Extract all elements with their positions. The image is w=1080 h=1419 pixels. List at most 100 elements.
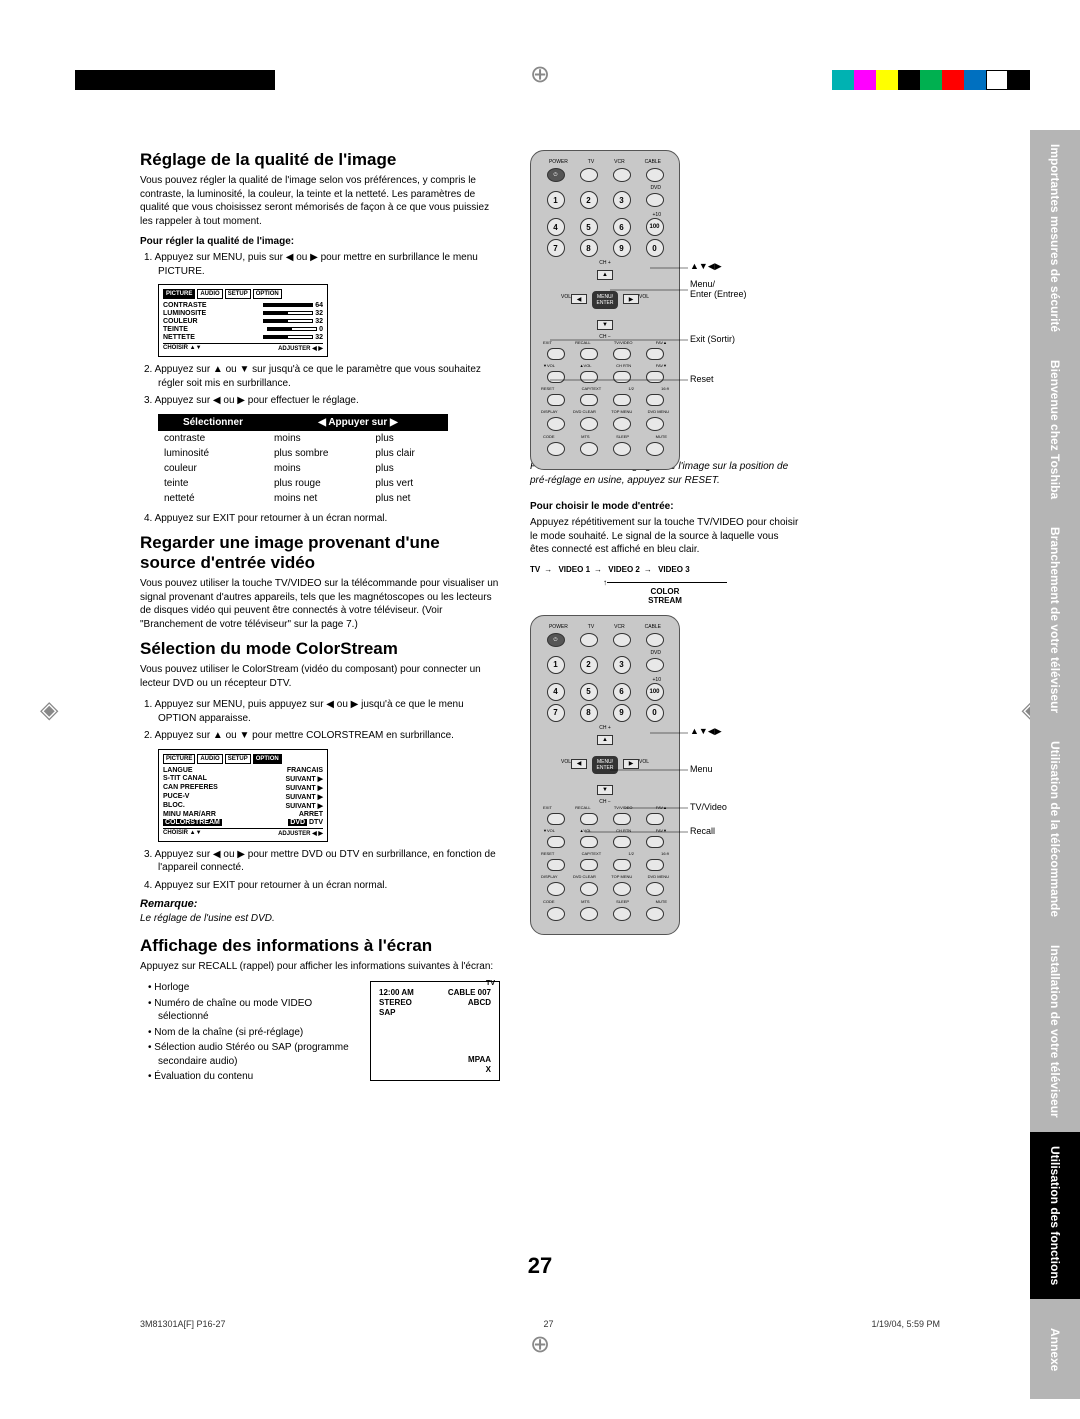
power-button[interactable]: ⏻: [547, 168, 565, 182]
power-button[interactable]: ⏻: [547, 633, 565, 647]
captext-button[interactable]: [580, 859, 598, 871]
side-tab-5[interactable]: Installation de votre téléviseur: [1030, 931, 1080, 1132]
vcr-button[interactable]: [613, 168, 631, 182]
exit-button[interactable]: [547, 813, 565, 825]
num-100[interactable]: 100: [646, 683, 664, 701]
num-100[interactable]: 100: [646, 218, 664, 236]
dvd-button[interactable]: [646, 658, 664, 672]
num-5[interactable]: 5: [580, 683, 598, 701]
dvdmenu-button[interactable]: [646, 417, 664, 431]
num-0[interactable]: 0: [646, 239, 664, 257]
num-6[interactable]: 6: [613, 218, 631, 236]
dpad-right[interactable]: ▶: [623, 294, 639, 304]
num-2[interactable]: 2: [580, 191, 598, 209]
code-button[interactable]: [547, 907, 565, 921]
osd-tab-setup: SETUP: [225, 289, 251, 299]
side-tab-6-active[interactable]: Utilisation des fonctions: [1030, 1132, 1080, 1299]
mts-button[interactable]: [580, 442, 598, 456]
tvvideo-button[interactable]: [613, 813, 631, 825]
dvdmenu-button[interactable]: [646, 882, 664, 896]
reset-button[interactable]: [547, 394, 565, 406]
sleep-button[interactable]: [613, 907, 631, 921]
lbl-sleep: SLEEP: [616, 434, 629, 439]
num-6[interactable]: 6: [613, 683, 631, 701]
num-1[interactable]: 1: [547, 191, 565, 209]
num-5[interactable]: 5: [580, 218, 598, 236]
side-tab-1[interactable]: Importantes mesures de sécurité: [1030, 130, 1080, 346]
side-tab-4[interactable]: Utilisation de la télécommande: [1030, 727, 1080, 931]
side-tab-7[interactable]: Annexe: [1030, 1299, 1080, 1399]
num-7[interactable]: 7: [547, 239, 565, 257]
code-button[interactable]: [547, 442, 565, 456]
num-7[interactable]: 7: [547, 704, 565, 722]
heading-display-info: Affichage des informations à l'écran: [140, 936, 500, 956]
num-0[interactable]: 0: [646, 704, 664, 722]
num-3[interactable]: 3: [613, 656, 631, 674]
mute-button[interactable]: [646, 907, 664, 921]
btn-r2b[interactable]: [580, 836, 598, 848]
lbl-chplus: CH +: [539, 725, 671, 731]
num-3[interactable]: 3: [613, 191, 631, 209]
wide-button[interactable]: [646, 859, 664, 871]
lbl-topmenu: TOP MENU: [611, 874, 632, 879]
tv-button[interactable]: [580, 168, 598, 182]
dpad-right[interactable]: ▶: [623, 759, 639, 769]
reset-button[interactable]: [547, 859, 565, 871]
tv-button[interactable]: [580, 633, 598, 647]
num-4[interactable]: 4: [547, 218, 565, 236]
vcr-button[interactable]: [613, 633, 631, 647]
cable-button[interactable]: [646, 168, 664, 182]
exit-button[interactable]: [547, 348, 565, 360]
btn-row2c[interactable]: [613, 371, 631, 383]
captext-button[interactable]: [580, 394, 598, 406]
num-2[interactable]: 2: [580, 656, 598, 674]
half-button[interactable]: [613, 859, 631, 871]
recall-button[interactable]: [580, 813, 598, 825]
num-4[interactable]: 4: [547, 683, 565, 701]
dvd-button[interactable]: [646, 193, 664, 207]
side-tab-2[interactable]: Bienvenue chez Toshiba: [1030, 346, 1080, 513]
lbl-chrtn: CH RTN: [616, 828, 631, 833]
mute-button[interactable]: [646, 442, 664, 456]
num-8[interactable]: 8: [580, 704, 598, 722]
fav-button[interactable]: [646, 348, 664, 360]
dpad-up[interactable]: ▲: [597, 735, 613, 745]
sleep-button[interactable]: [613, 442, 631, 456]
btn-r2a[interactable]: [547, 836, 565, 848]
btn-row2d[interactable]: [646, 371, 664, 383]
dpad-down[interactable]: ▼: [597, 320, 613, 330]
step3-3: 3. Appuyez sur ◀ ou ▶ pour mettre DVD ou…: [158, 848, 500, 875]
btn-row2a[interactable]: [547, 371, 565, 383]
btn-row2b[interactable]: [580, 371, 598, 383]
topmenu-button[interactable]: [613, 417, 631, 431]
num-1[interactable]: 1: [547, 656, 565, 674]
dpad-left[interactable]: ◀: [571, 294, 587, 304]
lbl-cable: CABLE: [645, 624, 661, 630]
dpad-left[interactable]: ◀: [571, 759, 587, 769]
menu-enter-button[interactable]: MENU/ ENTER: [592, 756, 618, 774]
osd-row-label: COULEUR: [163, 318, 198, 325]
mts-button[interactable]: [580, 907, 598, 921]
display-button[interactable]: [547, 882, 565, 896]
topmenu-button[interactable]: [613, 882, 631, 896]
cable-button[interactable]: [646, 633, 664, 647]
wide-button[interactable]: [646, 394, 664, 406]
td-left: moins net: [268, 491, 369, 506]
num-9[interactable]: 9: [613, 239, 631, 257]
tvvideo-button[interactable]: [613, 348, 631, 360]
half-button[interactable]: [613, 394, 631, 406]
dpad-up[interactable]: ▲: [597, 270, 613, 280]
num-9[interactable]: 9: [613, 704, 631, 722]
display-button[interactable]: [547, 417, 565, 431]
dvdclear-button[interactable]: [580, 417, 598, 431]
num-8[interactable]: 8: [580, 239, 598, 257]
text-input-mode: Appuyez répétitivement sur la touche TV/…: [530, 516, 800, 557]
side-tab-3[interactable]: Branchement de votre téléviseur: [1030, 513, 1080, 727]
menu-enter-button[interactable]: MENU/ ENTER: [592, 291, 618, 309]
dvdclear-button[interactable]: [580, 882, 598, 896]
dpad-down[interactable]: ▼: [597, 785, 613, 795]
btn-r2c[interactable]: [613, 836, 631, 848]
btn-r2d[interactable]: [646, 836, 664, 848]
fav-button[interactable]: [646, 813, 664, 825]
recall-button[interactable]: [580, 348, 598, 360]
